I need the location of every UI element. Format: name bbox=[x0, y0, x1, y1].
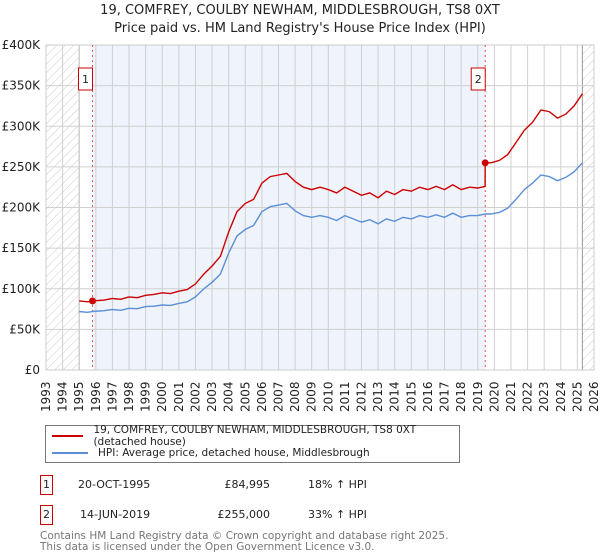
sale-point bbox=[88, 297, 96, 305]
y-tick-label: £0 bbox=[25, 363, 40, 377]
legend-swatch-hpi bbox=[52, 452, 88, 454]
sale-number-box bbox=[77, 67, 93, 91]
x-tick-label: 1997 bbox=[105, 381, 119, 412]
x-tick-label: 2008 bbox=[288, 381, 302, 412]
y-tick-label: £250K bbox=[2, 160, 42, 174]
transaction-date: 20-OCT-1995 bbox=[78, 478, 151, 491]
legend-label-property: 19, COMFREY, COULBY NEWHAM, MIDDLESBROUG… bbox=[93, 424, 417, 448]
x-tick-label: 2021 bbox=[504, 381, 518, 412]
transaction-price: £255,000 bbox=[217, 508, 271, 521]
y-tick-label: £100K bbox=[2, 282, 42, 296]
x-tick-label: 2017 bbox=[438, 381, 452, 412]
transaction-badge: 2 bbox=[40, 505, 53, 525]
x-tick-label: 2016 bbox=[421, 381, 435, 412]
x-tick-label: 2013 bbox=[371, 381, 385, 412]
x-tick-label: 2002 bbox=[188, 381, 202, 412]
x-tick-label: 1993 bbox=[39, 381, 53, 412]
x-tick-label: 2022 bbox=[521, 381, 535, 412]
x-tick-label: 1994 bbox=[56, 381, 70, 412]
transaction-hpi: 33% ↑ HPI bbox=[308, 508, 367, 521]
y-tick-label: £350K bbox=[2, 79, 42, 93]
x-tick-label: 2011 bbox=[338, 381, 352, 412]
x-tick-label: 1998 bbox=[122, 381, 136, 412]
chart-subtitle: Price paid vs. HM Land Registry's House … bbox=[114, 21, 486, 36]
sale-point bbox=[481, 159, 489, 167]
x-tick-label: 2006 bbox=[255, 381, 269, 412]
x-tick-label: 2000 bbox=[155, 381, 169, 412]
legend-item-property: 19, COMFREY, COULBY NEWHAM, MIDDLESBROUG… bbox=[46, 424, 459, 448]
x-tick-label: 2018 bbox=[454, 381, 468, 412]
x-tick-label: 2024 bbox=[554, 381, 568, 412]
sale-number-box bbox=[470, 67, 486, 91]
x-tick-label: 2019 bbox=[471, 381, 485, 412]
transaction-row: 2 14-JUN-2019 £255,000 33% ↑ HPI bbox=[40, 505, 440, 525]
x-tick-label: 1996 bbox=[89, 381, 103, 412]
x-tick-label: 2025 bbox=[570, 381, 584, 412]
x-tick-label: 2009 bbox=[305, 381, 319, 412]
x-tick-label: 1999 bbox=[139, 381, 153, 412]
x-tick-label: 2023 bbox=[537, 381, 551, 412]
y-tick-label: £200K bbox=[2, 201, 42, 215]
transaction-hpi: 18% ↑ HPI bbox=[308, 478, 367, 491]
x-tick-label: 2001 bbox=[172, 381, 186, 412]
footer-licence: This data is licensed under the Open Gov… bbox=[40, 541, 375, 553]
x-tick-label: 2010 bbox=[321, 381, 335, 412]
transaction-badge: 1 bbox=[40, 475, 53, 495]
property-price-line bbox=[79, 93, 583, 303]
y-tick-label: £400K bbox=[2, 38, 42, 52]
sale-number-label: 2 bbox=[475, 73, 482, 86]
x-tick-label: 2004 bbox=[222, 381, 236, 412]
transaction-price: £84,995 bbox=[224, 478, 271, 491]
x-tick-label: 2012 bbox=[355, 381, 369, 412]
plot-border bbox=[45, 44, 595, 371]
x-tick-label: 1995 bbox=[72, 381, 86, 412]
sale-number-label: 1 bbox=[82, 73, 89, 86]
x-tick-label: 2005 bbox=[238, 381, 252, 412]
transaction-date: 14-JUN-2019 bbox=[80, 508, 151, 521]
footer-copyright: Contains HM Land Registry data © Crown c… bbox=[40, 530, 449, 542]
y-tick-label: £50K bbox=[9, 322, 41, 336]
x-tick-label: 2014 bbox=[388, 381, 402, 412]
legend-swatch-property bbox=[52, 435, 84, 437]
x-tick-label: 2007 bbox=[271, 381, 285, 412]
chart-title: 19, COMFREY, COULBY NEWHAM, MIDDLESBROUG… bbox=[100, 3, 500, 18]
y-tick-label: £150K bbox=[2, 241, 42, 255]
x-tick-label: 2026 bbox=[587, 381, 600, 412]
y-tick-label: £300K bbox=[2, 119, 42, 133]
legend-label-hpi: HPI: Average price, detached house, Midd… bbox=[98, 447, 370, 459]
legend: 19, COMFREY, COULBY NEWHAM, MIDDLESBROUG… bbox=[45, 424, 460, 463]
hpi-line bbox=[79, 162, 583, 314]
price-chart: £0 £50K £100K £150K £200K £250K £300K £350K £400… bbox=[2, 38, 600, 412]
legend-item-hpi: HPI: Average price, detached house, Midd… bbox=[46, 445, 370, 461]
transaction-row: 1 20-OCT-1995 £84,995 18% ↑ HPI bbox=[40, 475, 440, 495]
footer: Contains HM Land Registry data © Crown c… bbox=[40, 531, 448, 553]
x-tick-label: 2020 bbox=[487, 381, 501, 412]
x-tick-label: 2003 bbox=[205, 381, 219, 412]
x-tick-label: 2015 bbox=[404, 381, 418, 412]
